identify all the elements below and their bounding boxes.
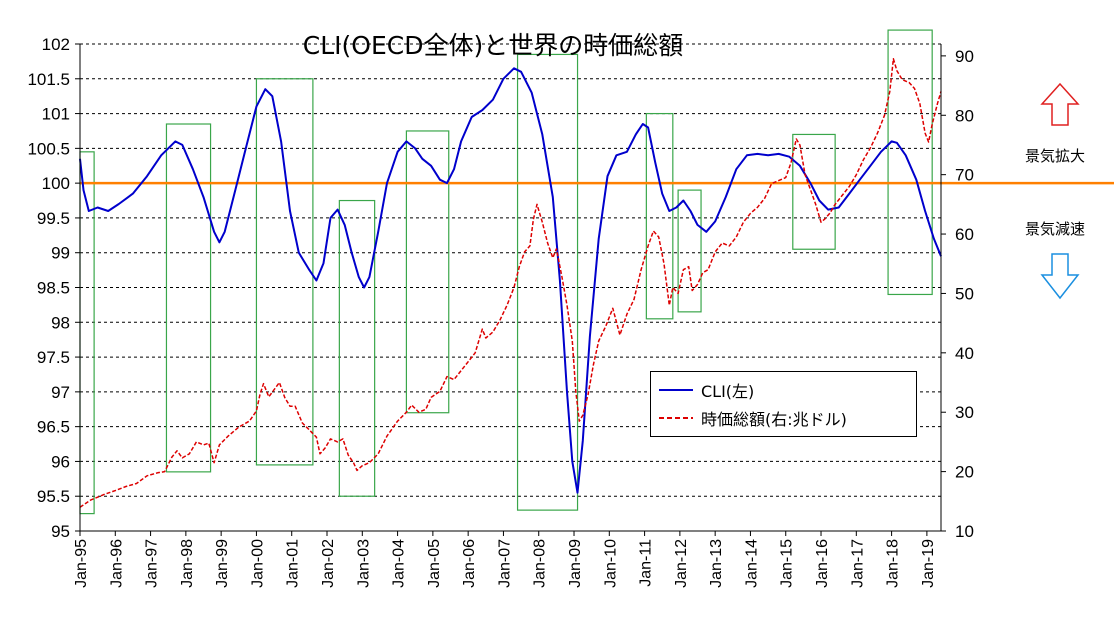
x-tick-label: Jan-96: [108, 539, 125, 588]
highlight-box: [338, 199, 376, 497]
right-tick-label: 70: [955, 166, 974, 185]
right-tick-label: 20: [955, 463, 974, 482]
x-tick-label: Jan-15: [779, 539, 796, 588]
x-tick-label: Jan-16: [814, 539, 831, 588]
right-tick-label: 10: [955, 522, 974, 541]
highlight-box: [165, 123, 212, 473]
left-tick-label: 101.5: [27, 70, 70, 89]
highlight-box: [792, 133, 836, 250]
highlight-box: [645, 112, 674, 320]
left-tick-label: 96: [51, 452, 70, 471]
x-tick-label: Jan-04: [391, 539, 408, 588]
x-tick-label: Jan-14: [743, 539, 760, 588]
x-tick-label: Jan-95: [73, 539, 90, 588]
x-tick-label: Jan-19: [920, 539, 937, 588]
x-tick-label: Jan-02: [320, 539, 337, 588]
left-tick-label: 98: [51, 313, 70, 332]
chart-title: CLI(OECD全体)と世界の時価総額: [303, 31, 683, 60]
series-cli-line: [79, 67, 942, 494]
legend-swatch-cli: [659, 389, 693, 391]
left-tick-label: 97: [51, 383, 70, 402]
slowdown-label: 景気減速: [1025, 220, 1086, 238]
right-tick-label: 60: [955, 225, 974, 244]
x-tick-label: Jan-03: [355, 539, 372, 588]
highlight-box: [405, 130, 450, 414]
x-tick-label: Jan-09: [567, 539, 584, 588]
x-tick-label: Jan-99: [214, 539, 231, 588]
legend: CLI(左) 時価総額(右:兆ドル): [650, 371, 917, 437]
legend-item-market-cap: 時価総額(右:兆ドル): [659, 406, 847, 430]
x-axis-ticks: Jan-95 Jan-96 Jan-97 Jan-98 Jan-99 Jan-00 Jan-…: [73, 531, 937, 588]
left-tick-label: 99.5: [37, 209, 70, 228]
left-tick-label: 96.5: [37, 418, 70, 437]
legend-label-market-cap: 時価総額(右:兆ドル): [701, 410, 847, 429]
right-tick-label: 30: [955, 403, 974, 422]
x-tick-label: Jan-06: [461, 539, 478, 588]
left-axis-ticks: 95 95.5 96 96.5 97 97.5 98 98.5 99 99.5 100 100.5 10…: [27, 35, 80, 541]
legend-label-cli: CLI(左): [701, 382, 755, 401]
highlight-boxes: [79, 29, 933, 515]
highlight-box: [887, 29, 933, 296]
x-tick-label: Jan-00: [249, 539, 266, 588]
left-tick-label: 98.5: [37, 279, 70, 298]
axes: [79, 44, 942, 532]
left-tick-label: 100.5: [27, 139, 70, 158]
highlight-box: [516, 53, 579, 511]
x-tick-label: Jan-08: [532, 539, 549, 588]
left-tick-label: 95: [51, 522, 70, 541]
left-tick-label: 102: [42, 35, 70, 54]
legend-swatch-market-cap: [659, 417, 693, 419]
left-tick-label: 100: [42, 174, 70, 193]
series-market-cap-line: [79, 58, 942, 508]
x-tick-label: Jan-11: [638, 539, 655, 587]
x-tick-label: Jan-05: [426, 539, 443, 588]
right-tick-label: 50: [955, 284, 974, 303]
x-tick-label: Jan-10: [602, 539, 619, 588]
expansion-label: 景気拡大: [1025, 147, 1086, 165]
highlight-box: [677, 189, 702, 313]
legend-item-cli: CLI(左): [659, 378, 754, 402]
highlight-box: [255, 78, 314, 466]
left-tick-label: 99: [51, 244, 70, 263]
right-axis-ticks: 10 20 30 40 50 60 70 80 90: [941, 47, 974, 541]
x-tick-label: Jan-17: [849, 539, 866, 588]
x-tick-label: Jan-12: [673, 539, 690, 588]
x-tick-label: Jan-97: [144, 539, 161, 588]
down-arrow-icon: [1040, 253, 1080, 300]
right-tick-label: 90: [955, 47, 974, 66]
x-tick-label: Jan-01: [285, 539, 302, 588]
left-tick-label: 97.5: [37, 348, 70, 367]
x-tick-label: Jan-07: [496, 539, 513, 588]
left-tick-label: 101: [42, 105, 70, 124]
up-arrow-icon: [1040, 82, 1080, 126]
x-tick-label: Jan-18: [885, 539, 902, 588]
left-tick-label: 95.5: [37, 487, 70, 506]
x-tick-label: Jan-98: [179, 539, 196, 588]
x-tick-label: Jan-13: [708, 539, 725, 588]
right-tick-label: 80: [955, 106, 974, 125]
series-group: [79, 58, 942, 508]
right-tick-label: 40: [955, 344, 974, 363]
